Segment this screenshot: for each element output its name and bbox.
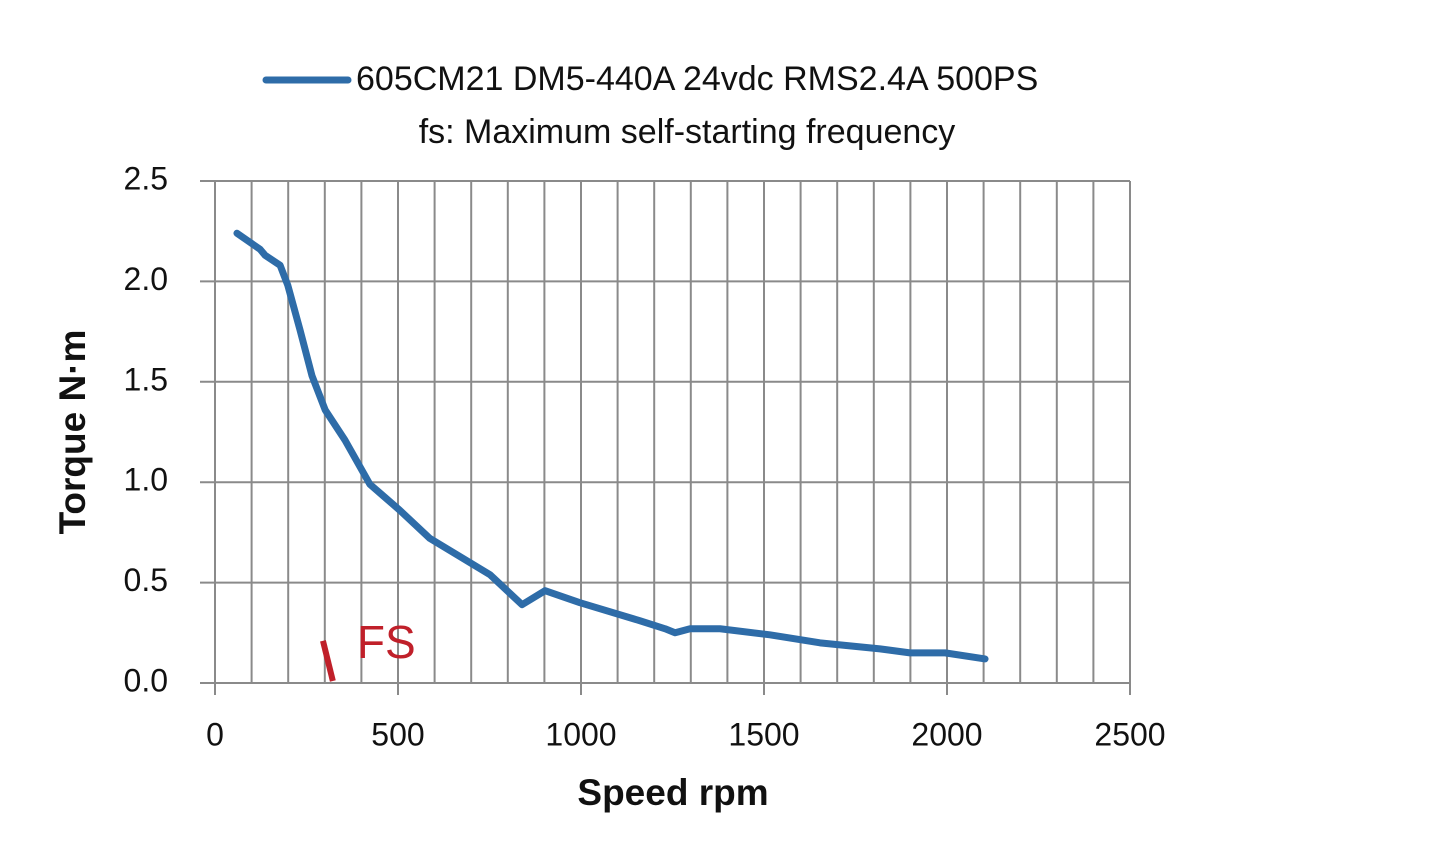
legend-label: 605CM21 DM5-440A 24vdc RMS2.4A 500PS [356,60,1038,98]
y-tick-label: 0.0 [124,662,168,698]
chart-subtitle: fs: Maximum self-starting frequency [419,113,956,151]
y-tick-label: 2.0 [124,261,168,297]
x-tick-label: 500 [371,716,424,752]
x-axis-label: Speed rpm [577,772,768,813]
x-tick-label: 1000 [545,716,616,752]
annotation-mark [320,640,336,682]
data-line [233,229,989,663]
y-axis-label: Torque N·m [52,330,93,535]
y-tick-label: 1.5 [124,361,168,397]
y-tick-label: 0.5 [124,562,168,598]
x-tick-label: 2500 [1094,716,1165,752]
x-tick-label: 2000 [911,716,982,752]
x-tick-label: 1500 [728,716,799,752]
y-tick-label: 2.5 [124,160,168,196]
y-tick-label: 1.0 [124,462,168,498]
x-tick-label: 0 [206,716,224,752]
annotation-label: FS [357,616,416,668]
